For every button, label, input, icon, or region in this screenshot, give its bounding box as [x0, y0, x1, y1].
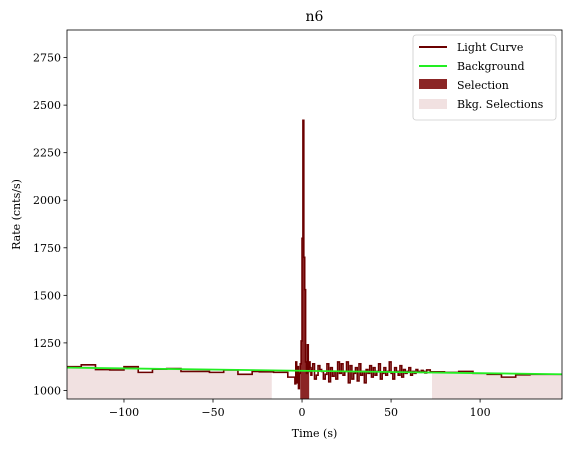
x-tick-label: 100 [470, 406, 491, 419]
y-tick-label: 2250 [33, 147, 61, 160]
plot-frame [66, 29, 563, 400]
x-axis-label: Time (s) [292, 427, 338, 440]
legend-label-bkg-selections: Bkg. Selections [457, 98, 544, 111]
y-axis-label: Rate (cnts/s) [10, 179, 23, 250]
x-tick-label: −100 [109, 406, 139, 419]
legend-box [412, 34, 557, 121]
y-tick-label: 2000 [33, 194, 61, 207]
bkg-selection-regions [67, 364, 562, 399]
y-tick-label: 1500 [33, 289, 61, 302]
y-axis-ticks: 1000 1250 1500 1750 2000 2250 2500 2750 [33, 52, 67, 397]
x-tick-label: 0 [299, 406, 306, 419]
bkg-selection-1 [432, 371, 562, 399]
x-axis-ticks: −100 −50 0 50 100 [109, 399, 491, 419]
legend-swatch-selection [419, 79, 447, 89]
background-fit-series [66, 366, 563, 376]
bkg-selection-0 [67, 364, 272, 399]
y-tick-label: 1250 [33, 337, 61, 350]
chart-title: n6 [306, 9, 324, 25]
y-tick-label: 2750 [33, 52, 61, 65]
background-fit-line [66, 366, 563, 376]
x-tick-label: 50 [384, 406, 398, 419]
legend: Light Curve Background Selection Bkg. Se… [412, 34, 557, 121]
legend-label-light-curve: Light Curve [457, 41, 523, 54]
y-tick-label: 2500 [33, 99, 61, 112]
legend-label-background: Background [457, 60, 525, 73]
legend-label-selection: Selection [457, 79, 509, 92]
legend-swatch-bkg-selections [419, 99, 447, 109]
y-tick-label: 1750 [33, 242, 61, 255]
x-tick-label: −50 [201, 406, 224, 419]
y-tick-label: 1000 [33, 384, 61, 397]
